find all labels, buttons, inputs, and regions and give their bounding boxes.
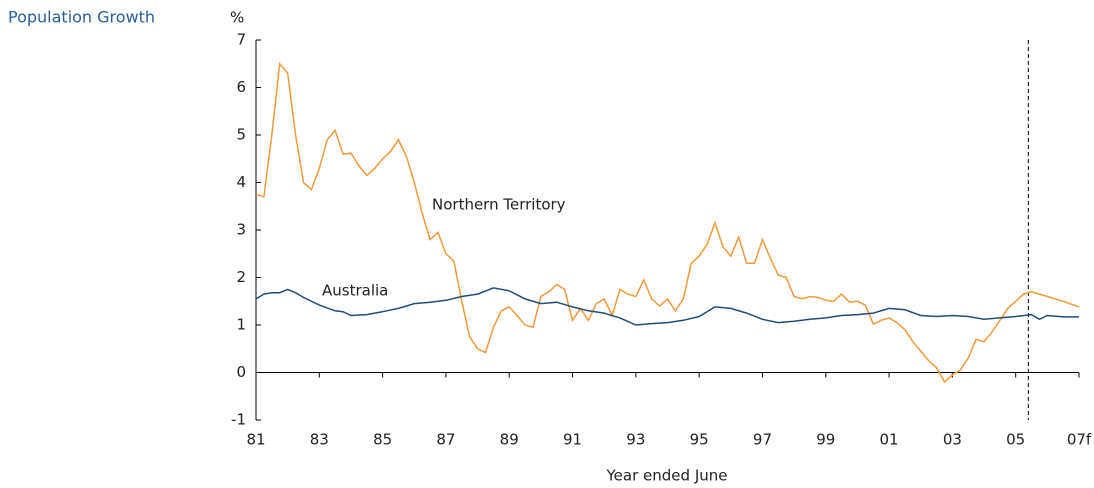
- y-unit: %: [230, 9, 244, 27]
- y-tick-label: 5: [236, 126, 246, 144]
- y-tick-label: 4: [236, 173, 246, 191]
- x-tick-label: 97: [753, 431, 772, 449]
- x-tick-label: 89: [500, 431, 519, 449]
- x-tick-label: 87: [436, 431, 455, 449]
- x-tick-label: 01: [880, 431, 899, 449]
- chart-title: Population Growth: [8, 8, 155, 27]
- series-label: Australia: [322, 282, 388, 300]
- x-tick-label: 81: [246, 431, 265, 449]
- series-line: [255, 287, 1079, 326]
- y-tick-label: 2: [236, 268, 246, 286]
- series-label: Northern Territory: [432, 196, 566, 214]
- y-tick-label: 7: [236, 31, 246, 49]
- x-tick-label: 99: [816, 431, 835, 449]
- x-tick-label: 05: [1006, 431, 1025, 449]
- x-tick-label: 95: [690, 431, 709, 449]
- x-tick-label: 03: [943, 431, 962, 449]
- x-tick-label: 85: [373, 431, 392, 449]
- x-tick-label: 91: [563, 431, 582, 449]
- y-tick-label: 1: [236, 316, 246, 334]
- y-tick-label: 6: [236, 78, 246, 96]
- x-tick-label: 07f: [1067, 431, 1092, 449]
- series-line: [255, 61, 1080, 384]
- x-tick-label: 83: [310, 431, 329, 449]
- y-tick-label: 0: [236, 363, 246, 381]
- x-tick-label: 93: [626, 431, 645, 449]
- x-axis-label: Year ended June: [606, 467, 728, 485]
- y-tick-label: -1: [231, 411, 246, 429]
- y-tick-label: 3: [236, 221, 246, 239]
